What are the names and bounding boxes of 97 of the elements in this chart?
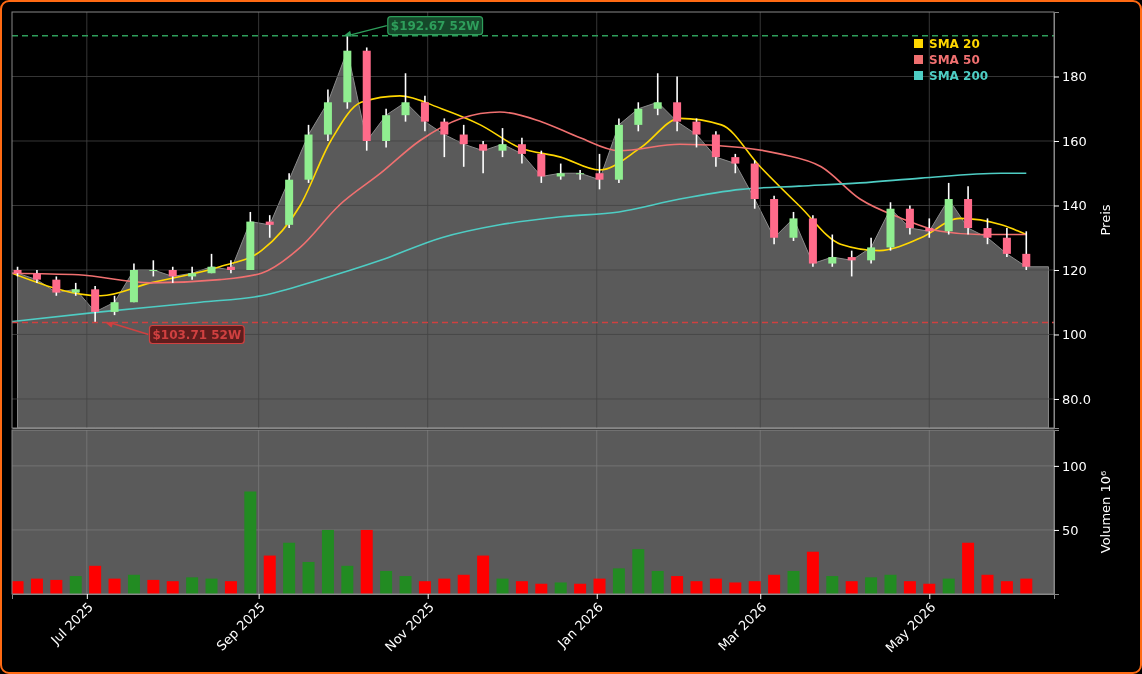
bar (690, 581, 703, 594)
candlestick (498, 127, 507, 158)
bar (593, 578, 606, 594)
bar (89, 565, 102, 594)
annotation: $192.67 52W (390, 18, 480, 33)
y-tick-label: 120 (1062, 262, 1087, 278)
bar (787, 570, 800, 594)
bar (768, 574, 781, 594)
bar (554, 582, 567, 594)
candlestick (537, 149, 546, 184)
bar (1000, 581, 1013, 594)
candlestick (265, 214, 274, 239)
bar (418, 581, 431, 594)
bar (186, 577, 199, 594)
bar (903, 581, 916, 594)
y-tick-label: 180 (1062, 69, 1087, 85)
candlestick (440, 117, 449, 158)
bar (748, 581, 761, 594)
candlestick (905, 204, 914, 236)
annotation: $103.71 52W (152, 327, 242, 342)
bar (729, 582, 742, 594)
bar (50, 579, 63, 594)
bar (360, 529, 373, 594)
candlestick (711, 130, 720, 168)
candlestick (226, 259, 235, 275)
candlestick (653, 72, 662, 116)
candlestick (91, 285, 100, 324)
y-tick-label: 100 (1062, 458, 1087, 474)
candlestick (595, 153, 604, 191)
bar (321, 529, 334, 594)
bar (108, 578, 121, 594)
bar (166, 581, 179, 594)
candlestick (692, 117, 701, 149)
bar (826, 576, 839, 594)
candlestick (52, 275, 61, 297)
candlestick (401, 72, 410, 123)
bar (224, 581, 237, 594)
bar (244, 491, 257, 594)
bar (632, 549, 645, 594)
candlestick (556, 162, 565, 181)
bar (962, 542, 975, 594)
y-tick-label: 80.0 (1062, 391, 1091, 407)
candlestick (459, 124, 468, 168)
candlestick (634, 101, 643, 133)
candlestick (867, 236, 876, 265)
candlestick (731, 153, 740, 175)
bar (30, 578, 43, 594)
candlestick (1022, 230, 1031, 271)
bar (651, 570, 664, 594)
candlestick (1002, 227, 1011, 258)
bar (806, 551, 819, 594)
candlestick (576, 169, 585, 181)
bar (283, 542, 296, 594)
y-tick-label: 100 (1062, 327, 1087, 343)
y-tick-label: 50 (1062, 522, 1079, 538)
candlestick (517, 136, 526, 165)
legend-label: SMA 50 (929, 53, 980, 67)
bar (205, 578, 218, 594)
y-tick-label: 160 (1062, 133, 1087, 149)
bar (69, 576, 82, 594)
bar (671, 576, 684, 594)
candlestick (983, 217, 992, 245)
bar (380, 570, 393, 594)
bar (477, 555, 490, 594)
candlestick (828, 233, 837, 268)
bar (981, 574, 994, 594)
y-axis-title: Preis (1098, 204, 1113, 236)
bar (515, 581, 528, 594)
bar (1020, 578, 1033, 594)
bar (612, 568, 625, 594)
candlestick (479, 140, 488, 175)
legend-label: SMA 20 (929, 37, 980, 51)
candlestick (673, 75, 682, 133)
candlestick (188, 265, 197, 281)
bar (341, 565, 354, 594)
bar (942, 578, 955, 594)
bar (709, 578, 722, 594)
y-axis-title: Volumen 10⁶ (1098, 470, 1113, 554)
bar (127, 574, 140, 594)
candlestick (420, 95, 429, 133)
candlestick (110, 294, 119, 316)
bar (496, 578, 509, 594)
candlestick (789, 211, 798, 242)
legend-label: SMA 200 (929, 69, 989, 83)
line-series (12, 172, 1028, 323)
y-tick-label: 140 (1062, 198, 1087, 214)
candlestick (925, 217, 934, 239)
bar (399, 576, 412, 594)
bar (845, 581, 858, 594)
bar (865, 577, 878, 594)
bar (147, 579, 160, 594)
bar (457, 574, 470, 594)
bar (302, 561, 315, 594)
bar (884, 574, 897, 594)
candlestick (847, 249, 856, 278)
bar (438, 578, 451, 594)
bar (263, 555, 276, 594)
